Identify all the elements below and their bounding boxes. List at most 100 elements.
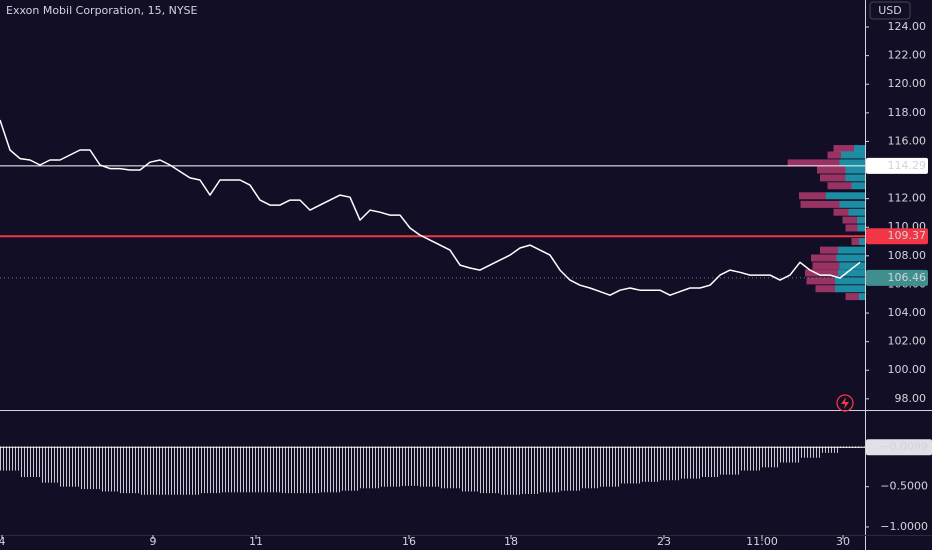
profile-up-bar: [835, 285, 865, 293]
price-level-badge: [866, 269, 928, 286]
profile-up-bar: [835, 277, 865, 285]
x-tick-label: 11:00: [746, 535, 778, 548]
profile-up-bar: [839, 262, 865, 270]
oscillator-bar: [240, 446, 260, 493]
profile-up-bar: [826, 192, 865, 200]
x-tick-label: 4: [0, 535, 6, 548]
oscillator-bar: [140, 446, 160, 495]
x-tick-label: 16: [402, 535, 416, 548]
oscillator-bar: [640, 446, 660, 482]
y-tick-label: 120.00: [888, 77, 927, 90]
oscillator-bar: [480, 446, 500, 494]
profile-down-bar: [806, 277, 835, 285]
oscillator-bar: [800, 446, 820, 458]
profile-up-bar: [839, 200, 865, 208]
volume-profile: [787, 145, 865, 301]
oscillator-bar: [820, 446, 840, 453]
oscillator-bar: [620, 446, 640, 484]
currency-label[interactable]: USD: [878, 4, 902, 17]
oscillator-bar: [80, 446, 100, 490]
y-tick-label: 102.00: [888, 335, 927, 348]
price-level-badge: [866, 157, 928, 174]
y-tick-label: 118.00: [888, 106, 927, 119]
oscillator-bar: [340, 446, 360, 491]
osc-tick-label: −1.0000: [880, 520, 928, 533]
chart-title: Exxon Mobil Corporation, 15, NYSE: [6, 4, 198, 17]
oscillator-bar: [60, 446, 80, 487]
profile-up-bar: [853, 145, 865, 153]
currency-button[interactable]: [869, 1, 911, 20]
oscillator-bar: [0, 446, 20, 471]
axes: 98.00100.00102.00104.00106.00108.00110.0…: [0, 20, 932, 548]
oscillator-bar: [320, 446, 340, 493]
profile-up-bar: [857, 224, 865, 232]
oscillator-bar: [440, 446, 460, 489]
oscillator-bar: [540, 446, 560, 493]
oscillator-bar: [700, 446, 720, 478]
y-tick-label: 122.00: [888, 49, 927, 62]
price-level-label: 109.37: [888, 229, 927, 242]
profile-down-bar: [787, 159, 840, 167]
oscillator-bar: [160, 446, 180, 495]
x-tick-label: 18: [504, 535, 518, 548]
oscillator-bar: [180, 446, 200, 495]
profile-up-bar: [859, 238, 865, 246]
x-tick-label: 9: [150, 535, 157, 548]
profile-down-bar: [817, 166, 846, 174]
oscillator-bar: [200, 446, 220, 494]
oscillator-bar: [780, 446, 800, 463]
oscillator-bar: [740, 446, 760, 471]
oscillator-bar: [720, 446, 740, 475]
profile-down-bar: [851, 238, 859, 246]
y-tick-label: 108.00: [888, 249, 927, 262]
oscillator-bar: [300, 446, 320, 494]
oscillator-bar: [400, 446, 420, 486]
profile-down-bar: [820, 174, 846, 182]
profile-down-bar: [812, 262, 840, 270]
profile-up-bar: [859, 293, 865, 301]
oscillator-bar: [280, 446, 300, 494]
oscillator-bar: [560, 446, 580, 491]
x-tick-label: 23: [657, 535, 671, 548]
price-level-label: 106.46: [888, 271, 927, 284]
osc-tick-label: −0.0099: [880, 440, 928, 453]
oscillator-bar: [500, 446, 520, 495]
profile-up-bar: [848, 208, 865, 216]
osc-value-badge: [866, 439, 932, 456]
oscillator-bar: [220, 446, 240, 493]
profile-down-bar: [827, 182, 852, 190]
profile-down-bar: [845, 293, 859, 301]
profile-up-bar: [845, 166, 865, 174]
profile-up-bar: [838, 246, 865, 254]
profile-up-bar: [838, 269, 865, 277]
profile-down-bar: [827, 151, 841, 159]
oscillator-bar: [120, 446, 140, 494]
oscillator-bar: [680, 446, 700, 479]
y-tick-label: 116.00: [888, 134, 927, 147]
price-level-label: 114.29: [888, 159, 927, 172]
osc-tick-label: −0.5000: [880, 480, 928, 493]
oscillator-bar: [420, 446, 440, 487]
profile-down-bar: [845, 224, 858, 232]
oscillator-bar: [40, 446, 60, 483]
profile-down-bar: [799, 192, 826, 200]
oscillator-bar: [260, 446, 280, 493]
oscillator-bar: [580, 446, 600, 489]
alert-icon[interactable]: [836, 394, 854, 412]
profile-down-bar: [811, 254, 837, 262]
profile-down-bar: [833, 208, 849, 216]
profile-up-bar: [841, 151, 865, 159]
profile-down-bar: [820, 246, 838, 254]
x-tick-label: 11: [249, 535, 263, 548]
profile-down-bar: [805, 269, 838, 277]
x-tick-label: 30: [836, 535, 850, 548]
oscillator-bar: [760, 446, 780, 468]
oscillator-bar: [100, 446, 120, 492]
y-tick-label: 98.00: [895, 392, 927, 405]
profile-up-bar: [836, 254, 865, 262]
oscillator-bar: [600, 446, 620, 487]
oscillator-bar: [380, 446, 400, 487]
price-line: [0, 119, 861, 296]
profile-down-bar: [833, 145, 854, 153]
